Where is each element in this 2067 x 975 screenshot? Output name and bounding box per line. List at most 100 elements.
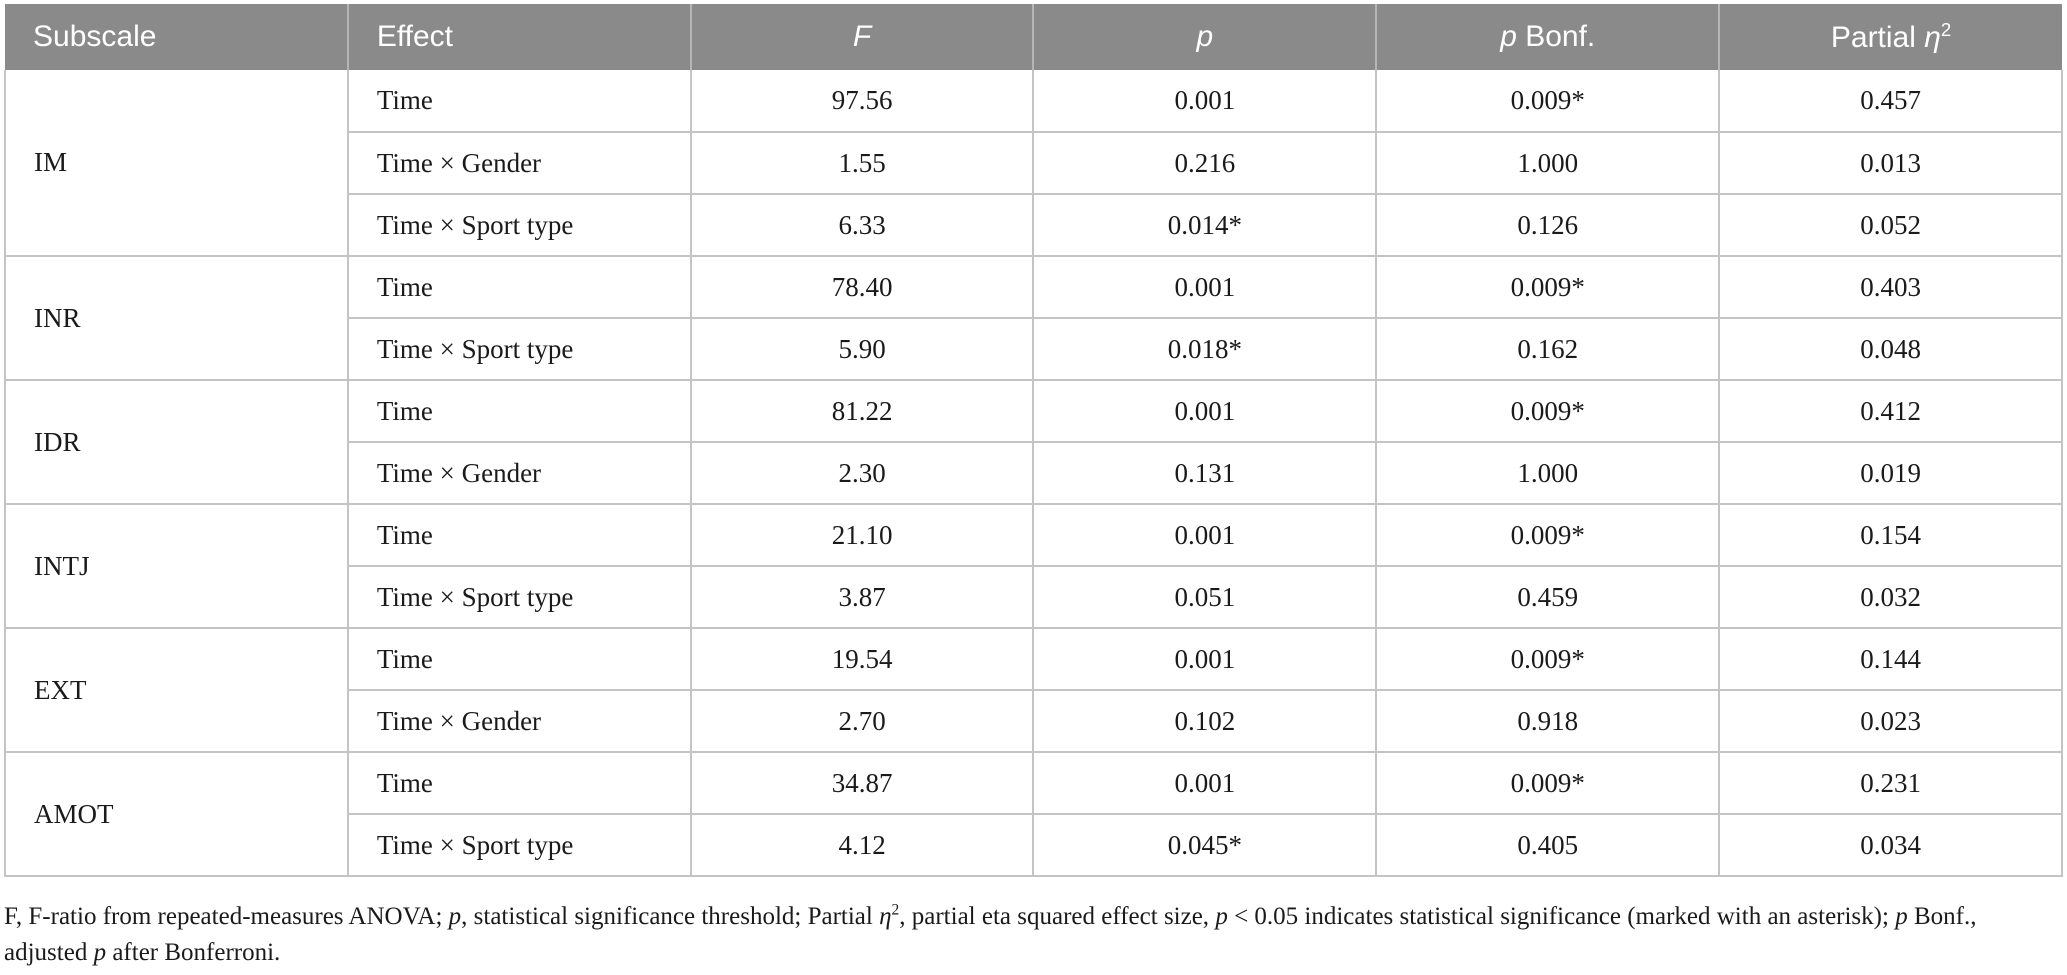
p-bonf-cell: 0.918 <box>1375 689 1721 753</box>
f-value-cell: 97.56 <box>689 69 1035 133</box>
p-value-cell: 0.018* <box>1032 317 1378 381</box>
p-value-cell: 0.001 <box>1032 751 1378 815</box>
effect-cell: Time <box>346 379 692 443</box>
partial-eta-cell: 0.412 <box>1718 379 2063 443</box>
p-bonf-cell: 1.000 <box>1375 441 1721 505</box>
table-body: IM Time 97.56 0.001 0.009* 0.457 Time × … <box>4 69 2063 877</box>
table-header: Subscale Effect F p p Bonf. Partial η2 <box>5 4 2062 70</box>
table-row: Time × Gender 2.70 0.102 0.918 0.023 <box>5 689 2063 753</box>
table-row: AMOT Time 34.87 0.001 0.009* 0.231 <box>4 751 2063 877</box>
col-header-f: F <box>689 4 1034 70</box>
col-header-effect-label: Effect <box>376 20 453 53</box>
col-header-subscale-label: Subscale <box>33 20 157 53</box>
table-row: Time × Sport type 5.90 0.018* 0.162 0.04… <box>5 317 2063 381</box>
effect-cell: Time × Gender <box>346 131 692 195</box>
p-value-cell: 0.051 <box>1032 565 1378 629</box>
partial-eta-cell: 0.052 <box>1718 193 2063 257</box>
effect-cell: Time × Gender <box>346 689 692 753</box>
table-row: IDR Time 81.22 0.001 0.009* 0.412 <box>4 379 2063 505</box>
effect-cell: Time × Sport type <box>346 565 692 629</box>
effect-cell: Time × Sport type <box>346 317 692 381</box>
p-value-cell: 0.001 <box>1032 503 1378 567</box>
p-bonf-cell: 0.009* <box>1375 503 1721 567</box>
subscale-cell: INR <box>4 255 349 381</box>
partial-eta-cell: 0.048 <box>1718 317 2063 381</box>
effect-cell: Time × Sport type <box>346 813 692 877</box>
table-footnote: F, F-ratio from repeated-measures ANOVA;… <box>4 901 1977 966</box>
table-row: Time × Gender 1.55 0.216 1.000 0.013 <box>5 131 2063 195</box>
col-header-p-label: p <box>1196 20 1214 53</box>
partial-eta-cell: 0.034 <box>1718 813 2063 877</box>
col-header-p-bonf: p Bonf. <box>1375 4 1720 70</box>
p-bonf-cell: 0.459 <box>1375 565 1721 629</box>
p-bonf-cell: 1.000 <box>1375 131 1721 195</box>
partial-eta-cell: 0.019 <box>1718 441 2063 505</box>
col-header-p: p <box>1032 4 1377 70</box>
col-header-effect: Effect <box>346 4 691 70</box>
table-row: Time × Sport type 6.33 0.014* 0.126 0.05… <box>5 193 2063 257</box>
effect-cell: Time × Sport type <box>346 193 692 257</box>
p-value-cell: 0.102 <box>1032 689 1378 753</box>
partial-eta-cell: 0.154 <box>1718 503 2063 567</box>
partial-eta-cell: 0.144 <box>1718 627 2063 691</box>
partial-eta-cell: 0.231 <box>1718 751 2063 815</box>
effect-cell: Time <box>346 255 692 319</box>
anova-results-table: Subscale Effect F p p Bonf. Partial η2 I… <box>4 4 2063 877</box>
subscale-cell: INTJ <box>4 503 349 629</box>
f-value-cell: 2.30 <box>689 441 1035 505</box>
f-value-cell: 34.87 <box>689 751 1035 815</box>
partial-eta-cell: 0.013 <box>1718 131 2063 195</box>
partial-eta-cell: 0.403 <box>1718 255 2063 319</box>
p-value-cell: 0.001 <box>1032 379 1378 443</box>
table-row: IM Time 97.56 0.001 0.009* 0.457 <box>4 69 2063 257</box>
col-header-partial-eta: Partial η2 <box>1718 4 2062 70</box>
table-row: Time × Sport type 4.12 0.045* 0.405 0.03… <box>5 813 2063 877</box>
effect-cell: Time <box>346 503 692 567</box>
f-value-cell: 19.54 <box>689 627 1035 691</box>
f-value-cell: 6.33 <box>689 193 1035 257</box>
f-value-cell: 21.10 <box>689 503 1035 567</box>
effect-cell: Time × Gender <box>346 441 692 505</box>
p-bonf-cell: 0.009* <box>1375 379 1721 443</box>
f-value-cell: 4.12 <box>689 813 1035 877</box>
p-value-cell: 0.001 <box>1032 627 1378 691</box>
p-bonf-cell: 0.126 <box>1375 193 1721 257</box>
f-value-cell: 81.22 <box>689 379 1035 443</box>
table-row: Time × Gender 2.30 0.131 1.000 0.019 <box>5 441 2063 505</box>
p-bonf-cell: 0.009* <box>1375 751 1721 815</box>
p-bonf-cell: 0.009* <box>1375 69 1721 133</box>
subscale-cell: IDR <box>4 379 349 505</box>
p-value-cell: 0.001 <box>1032 255 1378 319</box>
subscale-cell: IM <box>4 69 349 257</box>
table-row: Time × Sport type 3.87 0.051 0.459 0.032 <box>5 565 2063 629</box>
partial-eta-cell: 0.457 <box>1718 69 2063 133</box>
partial-eta-cell: 0.032 <box>1718 565 2063 629</box>
partial-eta-cell: 0.023 <box>1718 689 2063 753</box>
p-bonf-cell: 0.162 <box>1375 317 1721 381</box>
p-value-cell: 0.001 <box>1032 69 1378 133</box>
p-value-cell: 0.014* <box>1032 193 1378 257</box>
subscale-cell: EXT <box>4 627 349 753</box>
col-header-subscale: Subscale <box>5 4 348 70</box>
p-bonf-cell: 0.405 <box>1375 813 1721 877</box>
p-value-cell: 0.131 <box>1032 441 1378 505</box>
p-bonf-cell: 0.009* <box>1375 627 1721 691</box>
f-value-cell: 3.87 <box>689 565 1035 629</box>
subscale-cell: AMOT <box>4 751 349 877</box>
p-value-cell: 0.045* <box>1032 813 1378 877</box>
col-header-partial-eta-label: Partial <box>1830 21 1916 54</box>
col-header-p-bonf-label: Bonf. <box>1516 20 1596 53</box>
effect-cell: Time <box>346 751 692 815</box>
table-row: INR Time 78.40 0.001 0.009* 0.403 <box>4 255 2063 381</box>
effect-cell: Time <box>346 627 692 691</box>
header-row: Subscale Effect F p p Bonf. Partial η2 <box>5 4 2062 70</box>
f-value-cell: 78.40 <box>689 255 1035 319</box>
p-value-cell: 0.216 <box>1032 131 1378 195</box>
table-row: EXT Time 19.54 0.001 0.009* 0.144 <box>4 627 2063 753</box>
f-value-cell: 1.55 <box>689 131 1035 195</box>
col-header-f-label: F <box>852 20 872 53</box>
effect-cell: Time <box>346 69 692 133</box>
p-bonf-cell: 0.009* <box>1375 255 1721 319</box>
table-row: INTJ Time 21.10 0.001 0.009* 0.154 <box>4 503 2063 629</box>
